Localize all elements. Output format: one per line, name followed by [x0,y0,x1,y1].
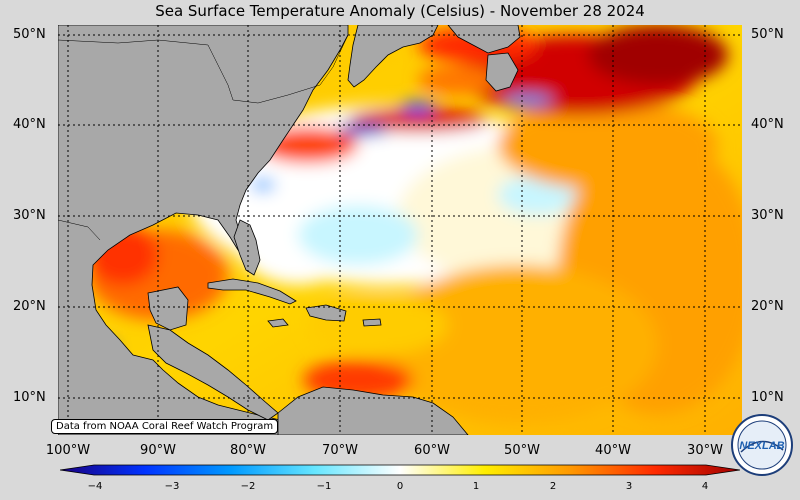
colorbar-tick-minus3: −3 [164,481,180,492]
lat-label-40n-left: 40°N [13,117,46,132]
sst-anomaly-map [58,25,742,435]
colorbar [60,464,740,476]
lat-label-30n-right: 30°N [751,208,784,223]
political-boundaries [58,34,349,241]
lat-label-10n-right: 10°N [751,390,784,405]
lat-label-50n-left: 50°N [13,27,46,42]
lon-label-40w: 40°W [595,443,631,458]
map-title: Sea Surface Temperature Anomaly (Celsius… [155,2,645,20]
lat-label-20n-right: 20°N [751,299,784,314]
lat-label-40n-right: 40°N [751,117,784,132]
lon-label-50w: 50°W [504,443,540,458]
lon-label-80w: 80°W [230,443,266,458]
colorbar-tick-1: 1 [472,481,480,492]
colorbar-tick-minus1: −1 [316,481,332,492]
colorbar-tick-4: 4 [701,481,709,492]
data-credit: Data from NOAA Coral Reef Watch Program [51,419,279,434]
land-masses [58,25,521,435]
lon-label-90w: 90°W [140,443,176,458]
colorbar-tick-minus2: −2 [240,481,256,492]
lat-label-10n-left: 10°N [13,390,46,405]
lon-label-100w: 100°W [45,443,91,458]
colorbar-tick-2: 2 [549,481,557,492]
colorbar-tick-minus4: −4 [87,481,103,492]
lat-label-50n-right: 50°N [751,27,784,42]
colorbar-tick-3: 3 [625,481,633,492]
lon-label-30w: 30°W [687,443,723,458]
anomaly-patches [75,25,742,425]
lon-label-70w: 70°W [322,443,358,458]
logo-wordmark: NEXLAB [739,440,784,452]
graticule [58,25,742,435]
nexlab-logo: NEXLAB [731,414,793,476]
lon-label-60w: 60°W [414,443,450,458]
lat-label-20n-left: 20°N [13,299,46,314]
colorbar-tick-0: 0 [396,481,404,492]
lat-label-30n-left: 30°N [13,208,46,223]
map-canvas [58,25,742,435]
